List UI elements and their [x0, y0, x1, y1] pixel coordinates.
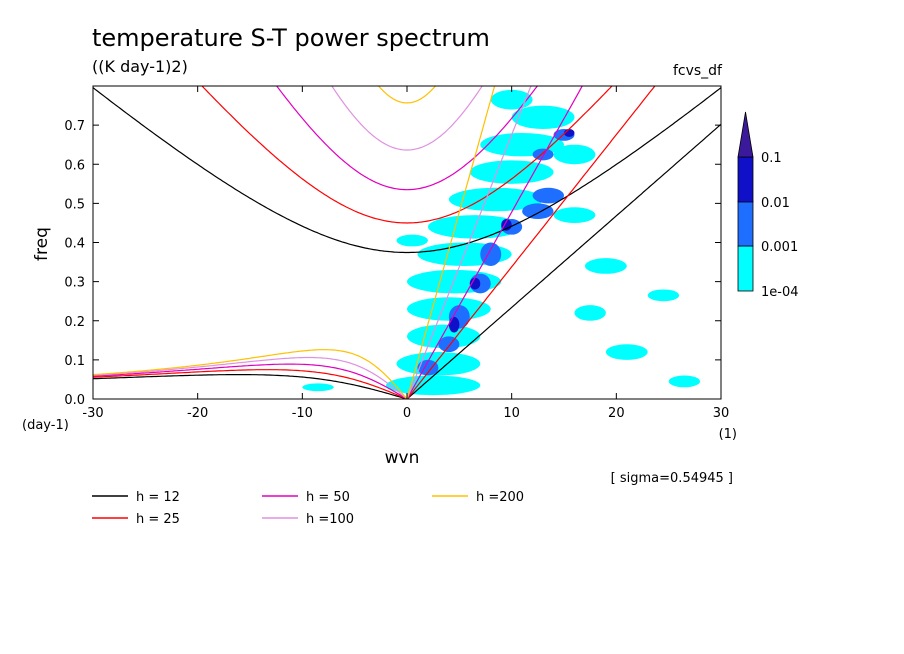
y-axis-label: freq [32, 227, 52, 261]
contour-cell-21 [532, 187, 564, 204]
x-tick-label-4: 10 [503, 406, 520, 421]
contour-cell-3 [469, 160, 554, 184]
curve-kelvin-1 [406, 86, 656, 399]
colorbar-segment-2 [737, 156, 754, 203]
contour-cell-14 [574, 305, 606, 321]
legend-label-0: h = 12 [136, 490, 180, 505]
curve-rossby-1 [93, 369, 408, 399]
chart-subtitle: ((K day-1)2) [92, 57, 188, 76]
contour-cell-17 [647, 289, 680, 302]
legend-label-2: h = 50 [306, 490, 350, 505]
colorbar-segment-0 [737, 245, 754, 292]
dispersion-curves [93, 86, 721, 399]
contour-cell-18 [668, 375, 701, 388]
y-unit-label: (day-1) [22, 418, 69, 433]
colorbar-label-2: 0.01 [761, 196, 790, 211]
x-tick-label-3: 0 [403, 406, 411, 421]
colorbar-triangle [737, 111, 754, 158]
x-axis-label: wvn [385, 448, 420, 468]
y-tick-label-7: 0.7 [64, 119, 85, 134]
curve-rossby-0 [93, 374, 408, 399]
y-tick-label-6: 0.6 [64, 158, 85, 173]
x-tick-label-1: -20 [187, 406, 208, 421]
contour-cell-12 [553, 207, 596, 223]
curve-ig-2 [275, 86, 539, 191]
legend: h = 12 h = 25 h = 50 h =100 h =200 [92, 490, 524, 527]
x-axis-ticks: -30 -20 -10 0 10 20 30 [82, 86, 729, 421]
contour-cell-20 [553, 144, 596, 165]
curve-ig-4 [377, 86, 437, 104]
x-tick-label-6: 30 [713, 406, 730, 421]
y-tick-label-1: 0.1 [64, 354, 85, 369]
top-right-label: fcvs_df [673, 63, 723, 79]
contour-cell-11 [386, 375, 481, 396]
colorbar-segment-1 [737, 200, 754, 247]
contour-cell-8 [407, 297, 491, 321]
curve-kelvin-4 [406, 86, 496, 399]
x-tick-label-0: -30 [82, 406, 103, 421]
curve-ig-0 [93, 87, 721, 254]
y-axis-ticks: 0.0 0.1 0.2 0.3 0.4 0.5 0.6 0.7 [64, 119, 721, 408]
legend-label-1: h = 25 [136, 512, 180, 527]
contour-cell-4 [448, 187, 544, 212]
x-tick-label-2: -10 [292, 406, 313, 421]
contour-cell-15 [605, 344, 648, 360]
contour-cell-16 [396, 234, 428, 247]
curve-rossby-3 [93, 356, 408, 399]
power-contours [302, 89, 701, 396]
colorbar-label-1: 0.001 [761, 240, 798, 255]
y-tick-label-5: 0.5 [64, 197, 85, 212]
colorbar: 1e-04 0.001 0.01 0.1 [737, 111, 799, 300]
curve-kelvin-3 [406, 86, 532, 399]
curve-ig-3 [331, 86, 483, 151]
curve-ig-1 [201, 86, 613, 224]
y-tick-label-3: 0.3 [64, 276, 85, 291]
contour-cell-32 [469, 277, 481, 290]
contour-cell-19 [302, 383, 334, 392]
y-tick-label-4: 0.4 [64, 237, 85, 252]
curve-kelvin-0 [406, 123, 721, 399]
contour-cell-27 [438, 336, 460, 353]
x-tick-label-5: 20 [608, 406, 625, 421]
curve-kelvin-2 [406, 86, 583, 399]
contour-cell-31 [448, 316, 460, 333]
curve-rossby-2 [93, 363, 408, 399]
contour-cell-22 [522, 203, 554, 220]
curve-rossby-4 [93, 349, 408, 399]
contour-cell-24 [480, 242, 502, 266]
legend-label-4: h =200 [476, 490, 524, 505]
sigma-label: [ sigma=0.54945 ] [611, 471, 733, 486]
contour-cell-10 [396, 352, 481, 376]
y-tick-label-0: 0.0 [64, 393, 85, 408]
chart-title: temperature S-T power spectrum [92, 24, 490, 52]
colorbar-label-3: 0.1 [761, 151, 782, 166]
y-tick-label-2: 0.2 [64, 315, 85, 330]
plot-area [92, 85, 722, 400]
x-unit-label: (1) [719, 427, 737, 442]
contour-cell-13 [584, 258, 627, 274]
contour-cell-1 [511, 105, 575, 130]
contour-cell-29 [532, 148, 554, 161]
colorbar-label-0: 1e-04 [761, 285, 799, 300]
legend-label-3: h =100 [306, 512, 354, 527]
